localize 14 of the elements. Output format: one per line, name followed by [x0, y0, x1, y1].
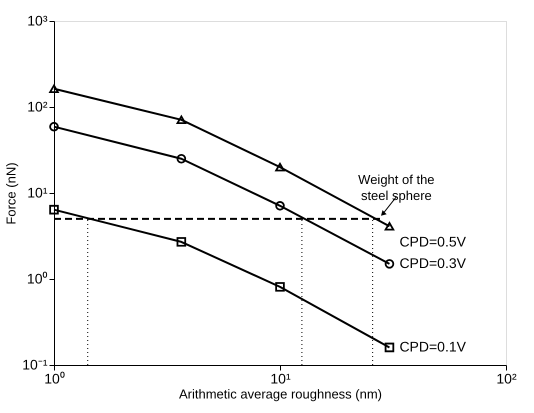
y-axis-title: Force (nN) — [3, 162, 18, 225]
y-tick-label: 10¹ — [27, 184, 48, 200]
x-axis-title: Arithmetic average roughness (nm) — [178, 386, 382, 402]
x-tick-label: 10⁰ — [44, 370, 65, 386]
x-tick-label: 10¹ — [270, 370, 291, 386]
series-label: CPD=0.5V — [399, 233, 467, 250]
y-tick-label: 10⁰ — [26, 270, 48, 286]
y-tick-label: 10³ — [27, 12, 48, 28]
y-tick-label: 10⁻¹ — [22, 356, 48, 372]
x-tick-label: 10² — [496, 370, 517, 386]
series-label: CPD=0.1V — [399, 338, 467, 354]
annotation: Weight of the steel sphere — [358, 172, 435, 203]
y-tick-label: 10² — [27, 98, 48, 114]
series-label: CPD=0.3V — [399, 254, 467, 271]
